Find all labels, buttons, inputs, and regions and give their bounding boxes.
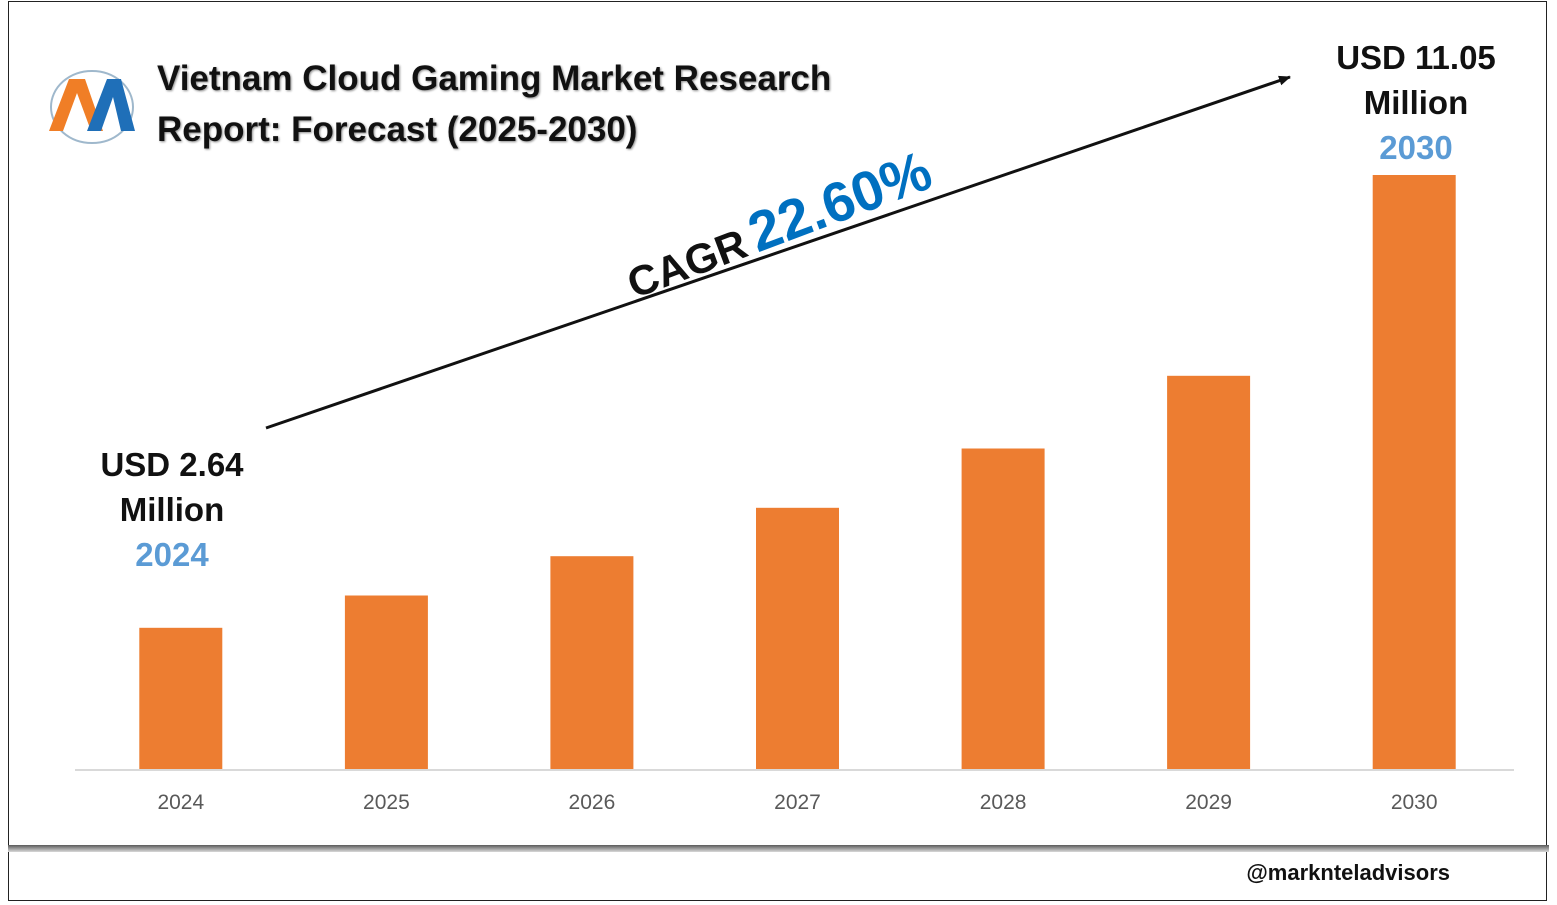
bar-2027 [756, 507, 839, 770]
x-tick-label-2029: 2029 [1185, 791, 1232, 814]
start-unit: Million [119, 491, 225, 528]
start-year: 2024 [135, 536, 209, 573]
growth-arrow [265, 75, 1291, 430]
title-line-2: Report: Forecast (2025-2030) [157, 110, 638, 149]
x-tick-label-2026: 2026 [569, 791, 616, 814]
title-line-1: Vietnam Cloud Gaming Market Research [157, 59, 832, 98]
bar-2030 [1372, 175, 1456, 770]
end-value-callout: USD 11.05 Million 2030 [1326, 35, 1506, 170]
bar-2026 [550, 556, 634, 770]
start-value-callout: USD 2.64 Million 2024 [92, 442, 252, 577]
start-value: USD 2.64 [100, 446, 244, 483]
end-unit: Million [1363, 84, 1469, 121]
x-tick-label-2027: 2027 [774, 791, 821, 814]
bar-2025 [344, 595, 428, 770]
chart-title: Vietnam Cloud Gaming Market Research Rep… [157, 53, 831, 155]
x-tick-label-2025: 2025 [363, 791, 410, 814]
end-value: USD 11.05 [1336, 39, 1496, 76]
bar-2024 [139, 627, 223, 770]
footer-divider [8, 845, 1549, 852]
x-tick-label-2028: 2028 [980, 791, 1027, 814]
bar-2028 [961, 448, 1045, 770]
x-tick-label-2024: 2024 [157, 791, 204, 814]
end-year: 2030 [1379, 129, 1453, 166]
watermark-text: @marknteladvisors [1246, 860, 1450, 885]
bar-2029 [1167, 375, 1251, 770]
company-logo-icon [49, 70, 135, 144]
x-tick-label-2030: 2030 [1391, 791, 1438, 814]
